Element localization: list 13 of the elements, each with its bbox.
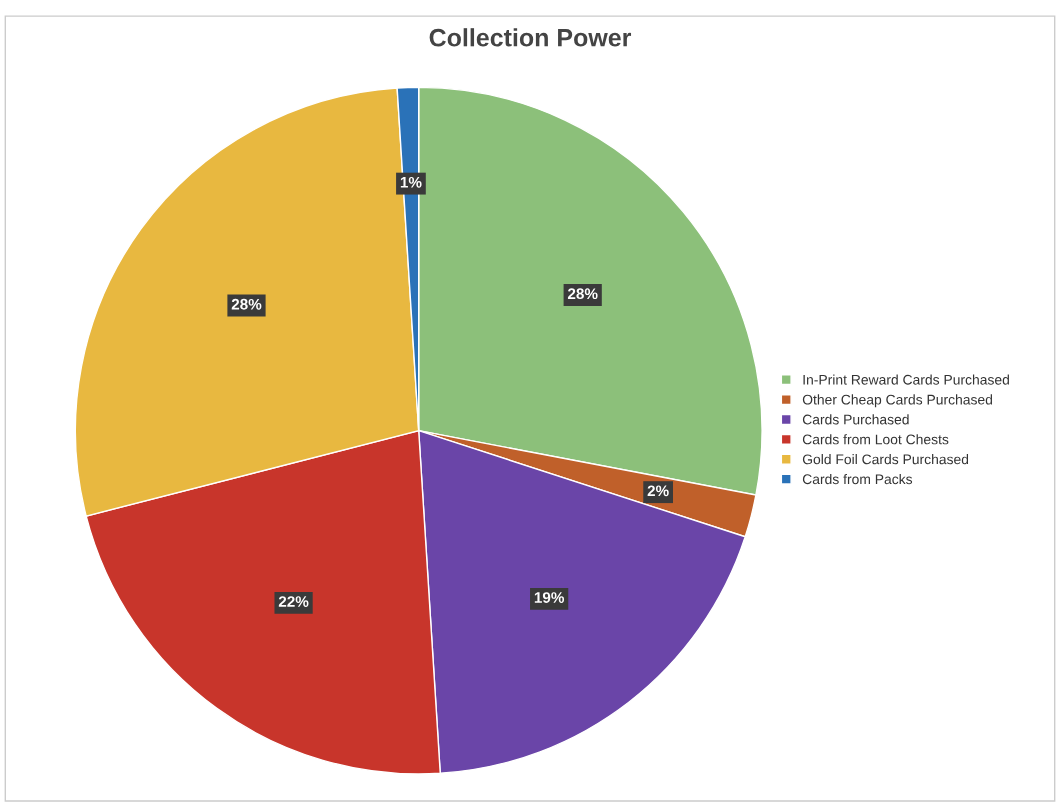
- data-label: 1%: [400, 176, 422, 188]
- data-label: 19%: [534, 592, 565, 603]
- chart-title: Collection Power: [429, 28, 632, 47]
- legend-label: Other Cheap Cards Purchased: [802, 394, 992, 408]
- data-label: 28%: [567, 288, 598, 300]
- data-label: 22%: [278, 596, 309, 607]
- legend-label: Cards from Loot Chests: [802, 434, 949, 445]
- legend-label: Gold Foil Cards Purchased: [802, 454, 969, 465]
- data-label: 2%: [647, 485, 669, 497]
- legend-label: Cards from Packs: [802, 473, 913, 485]
- legend-label: In-Print Reward Cards Purchased: [803, 374, 1009, 385]
- data-label: 28%: [231, 298, 262, 310]
- legend-label: Cards Purchased: [802, 414, 909, 425]
